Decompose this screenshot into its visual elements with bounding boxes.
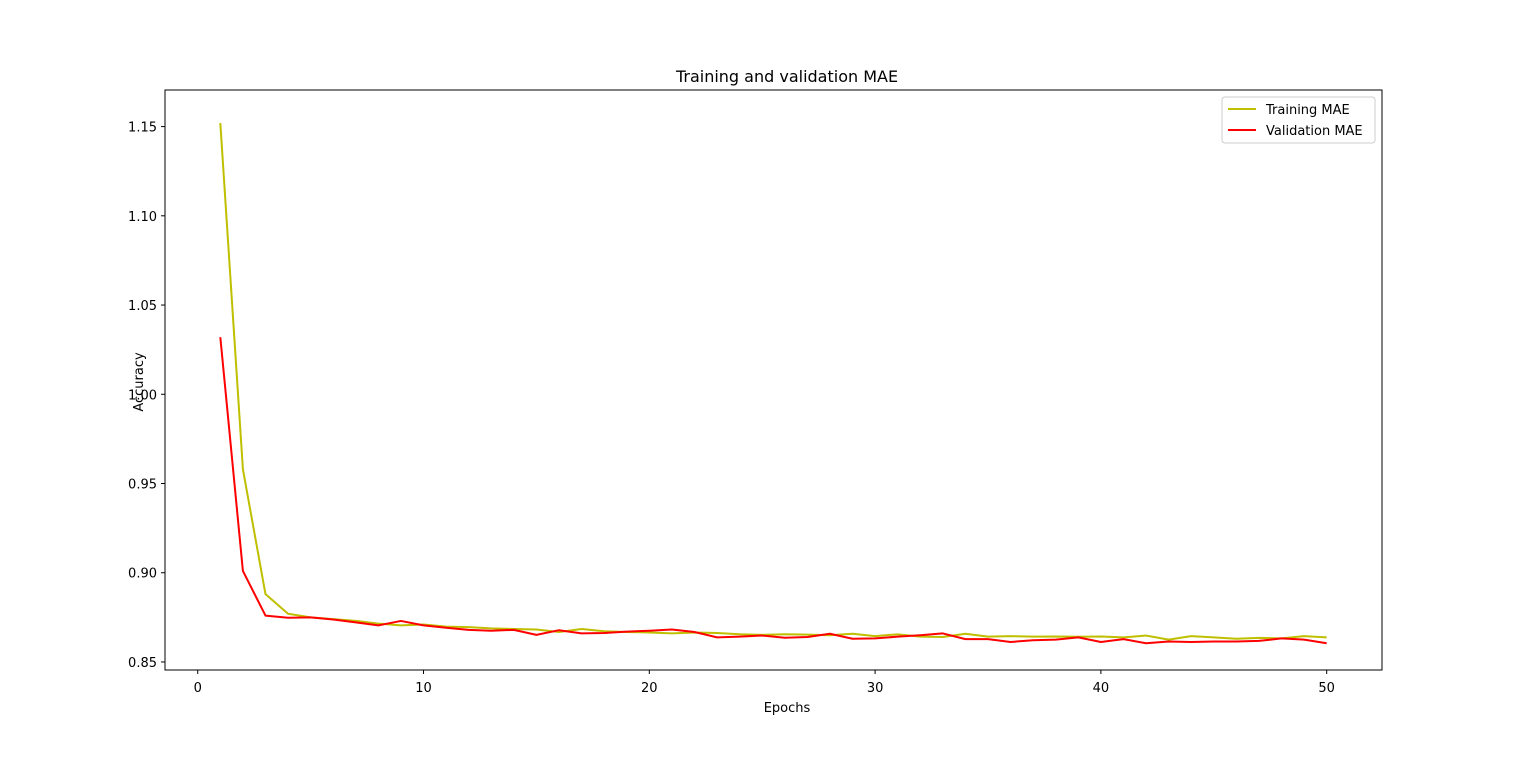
y-tick-label: 0.95 [128,478,157,493]
series-line-training-mae [219,122,1327,641]
x-tick-label: 30 [867,681,884,696]
chart-title: Training and validation MAE [675,67,898,86]
x-axis-ticks: 0 10 20 30 40 50 [194,670,1335,696]
plot-area [219,122,1327,645]
y-tick-label: 0.85 [128,656,157,671]
x-tick-label: 20 [641,681,658,696]
plot-frame [164,89,1383,671]
y-tick-label: 1.05 [128,299,157,314]
series-line-validation-mae [219,337,1327,645]
x-axis-label: Epochs [764,701,811,716]
legend-label-validation: Validation MAE [1266,124,1363,139]
legend-box [1221,96,1376,144]
y-axis-label: Accuracy [132,352,147,412]
y-tick-label: 0.90 [128,567,157,582]
x-tick-label: 40 [1093,681,1110,696]
y-tick-label: 1.00 [128,388,157,403]
x-tick-label: 0 [194,681,202,696]
legend: Training MAE Validation MAE [1221,96,1376,144]
y-tick-label: 1.10 [128,210,157,225]
y-tick-label: 1.15 [128,121,157,136]
x-tick-label: 10 [415,681,432,696]
x-tick-label: 50 [1318,681,1335,696]
legend-label-training: Training MAE [1265,103,1350,118]
y-axis-ticks: 0.85 0.90 0.95 1.00 1.05 1.10 1.15 [128,121,165,671]
